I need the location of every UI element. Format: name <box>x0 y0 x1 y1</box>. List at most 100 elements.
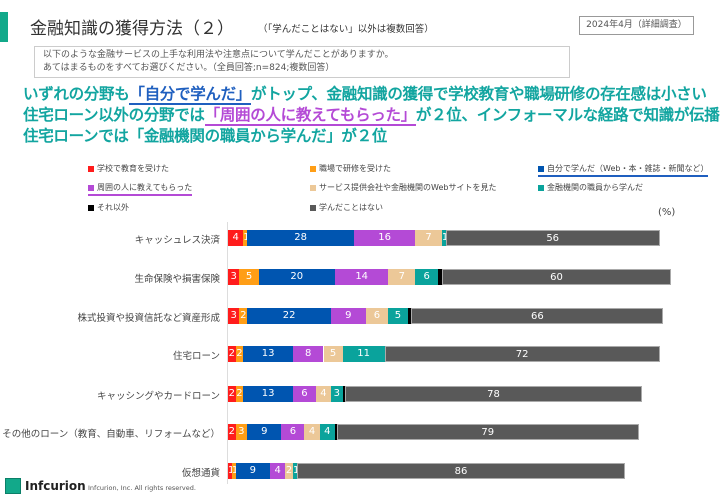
bar-segment: 5 <box>323 346 343 362</box>
bar-segment: 14 <box>334 269 389 285</box>
legend-swatch <box>310 184 316 191</box>
highlight-people-around: 「周囲の人に教えてもらった」 <box>204 106 416 126</box>
bar-segment: 78 <box>344 386 643 402</box>
headline-text: が２位、インフォーマルな経路で知識が伝播 <box>415 106 720 124</box>
bar-segment: 2 <box>235 386 244 402</box>
legend-label: 学んだことはない <box>319 203 383 212</box>
bar-segment: 6 <box>281 424 305 440</box>
bar-segment: 2 <box>285 463 293 479</box>
legend-item: 金融機関の職員から学んだ <box>538 182 643 193</box>
category-label: 株式投資や投資信託など資産形成 <box>77 313 220 324</box>
bar-segment: 7 <box>415 230 442 246</box>
bar-segment: 66 <box>411 308 664 324</box>
bar-segment: 1 <box>243 230 248 246</box>
bar-segment: 4 <box>270 463 286 479</box>
bar-segment: 2 <box>228 386 236 402</box>
bar-segment: 1 <box>228 463 232 479</box>
legend-label: 周囲の人に教えてもらった <box>97 183 193 192</box>
bar-segment: 72 <box>384 346 660 362</box>
question-line-2: あてはまるものをすべてお選びください。（全員回答;n=824;複数回答） <box>43 63 335 73</box>
bar-segment: 4 <box>228 230 244 246</box>
headline-text: がトップ、金融知識の獲得で学校教育や職場研修の存在感は小さい <box>251 85 707 103</box>
bar-segment: 9 <box>235 463 270 479</box>
bar-segment: 6 <box>415 269 439 285</box>
infcurion-logo: Infcurion <box>5 478 86 494</box>
bar-segment: 1 <box>441 230 446 246</box>
bar-segment: 4 <box>304 424 320 440</box>
bar-segment: 3 <box>228 308 240 324</box>
bar-segment: 6 <box>365 308 389 324</box>
legend-swatch <box>310 165 316 172</box>
bar-segment <box>438 269 442 285</box>
bar-segment: 13 <box>243 346 293 362</box>
headline-text: 住宅ローン以外の分野では <box>23 106 205 124</box>
legend-label: 金融機関の職員から学んだ <box>547 183 643 192</box>
bar-segment: 2 <box>228 424 236 440</box>
legend-swatch <box>88 204 94 211</box>
headline-text: 住宅ローンでは「金融機関の職員から学んだ」が２位 <box>23 127 388 145</box>
bar-segment: 3 <box>228 269 240 285</box>
bar-segment <box>334 424 337 440</box>
logo-mark-icon <box>5 478 21 494</box>
question-box: 以下のような金融サービスの上手な利用法や注意点について学んだことがありますか。 … <box>34 46 570 78</box>
bar-segment: 22 <box>247 308 332 324</box>
accent-bar <box>0 12 8 42</box>
legend-item: 学校で教育を受けた <box>88 163 169 174</box>
legend-item: それ以外 <box>88 202 129 213</box>
legend-label: サービス提供会社や金融機関のWebサイトを見た <box>319 183 497 192</box>
bar-segment <box>342 386 345 402</box>
bar-segment: 2 <box>239 308 248 324</box>
category-label: 生命保険や損害保険 <box>134 274 220 285</box>
legend-label: 自分で学んだ（Web・本・雑誌・新聞など） <box>547 164 709 173</box>
bar-segment: 56 <box>445 230 660 246</box>
bar-segment: 1 <box>231 463 236 479</box>
bar-segment: 4 <box>315 386 332 402</box>
legend-swatch <box>310 204 316 211</box>
highlight-self-study: 「自分で学んだ」 <box>129 85 252 105</box>
bar-segment: 5 <box>239 269 259 285</box>
bar-segment: 20 <box>258 269 335 285</box>
legend-swatch <box>538 165 544 172</box>
legend-item: 自分で学んだ（Web・本・雑誌・新聞など） <box>538 163 709 177</box>
headline-text: いずれの分野も <box>23 85 130 103</box>
copyright: Infcurion, Inc. All rights reserved. <box>88 484 196 492</box>
bar-segment: 60 <box>441 269 672 285</box>
legend-item: 職場で研修を受けた <box>310 163 391 174</box>
page-subtitle: （「学んだことはない」以外は複数回答） <box>258 24 434 35</box>
bar-segment <box>407 308 412 324</box>
bar-segment: 7 <box>388 269 416 285</box>
bar-segment: 79 <box>336 424 639 440</box>
bar-segment: 3 <box>235 424 248 440</box>
question-line-1: 以下のような金融サービスの上手な利用法や注意点について学んだことがありますか。 <box>43 50 394 60</box>
category-axis <box>227 222 228 484</box>
unit-label: (%) <box>658 207 676 218</box>
bar-segment: 6 <box>292 386 316 402</box>
category-label: 住宅ローン <box>172 351 220 362</box>
category-label: キャッシングやカードローン <box>96 391 220 402</box>
bar-segment: 86 <box>296 463 626 479</box>
bar-segment: 28 <box>247 230 355 246</box>
bar-segment: 2 <box>228 346 236 362</box>
bar-segment: 9 <box>247 424 282 440</box>
legend-swatch <box>88 165 94 172</box>
category-label: 仮想通貨 <box>181 468 220 479</box>
category-label: その他のローン（教育、自動車、リフォームなど） <box>2 429 220 440</box>
headline: いずれの分野も「自分で学んだ」がトップ、金融知識の獲得で学校教育や職場研修の存在… <box>23 84 720 147</box>
bar-segment: 1 <box>292 463 297 479</box>
legend-label: 学校で教育を受けた <box>97 164 169 173</box>
logo-text: Infcurion <box>25 479 86 493</box>
bar-segment: 3 <box>331 386 343 402</box>
legend-label: それ以外 <box>97 203 129 212</box>
survey-date: 2024年4月（詳細調査） <box>579 16 694 35</box>
legend-label: 職場で研修を受けた <box>319 164 391 173</box>
bar-segment: 9 <box>331 308 366 324</box>
bar-segment: 2 <box>235 346 244 362</box>
bar-segment: 4 <box>319 424 335 440</box>
legend-item: サービス提供会社や金融機関のWebサイトを見た <box>310 182 496 193</box>
bar-segment: 5 <box>388 308 408 324</box>
bar-segment: 16 <box>354 230 416 246</box>
legend-swatch <box>538 184 544 191</box>
page-title: 金融知識の獲得方法（２） <box>30 19 234 39</box>
legend-swatch <box>88 184 94 191</box>
